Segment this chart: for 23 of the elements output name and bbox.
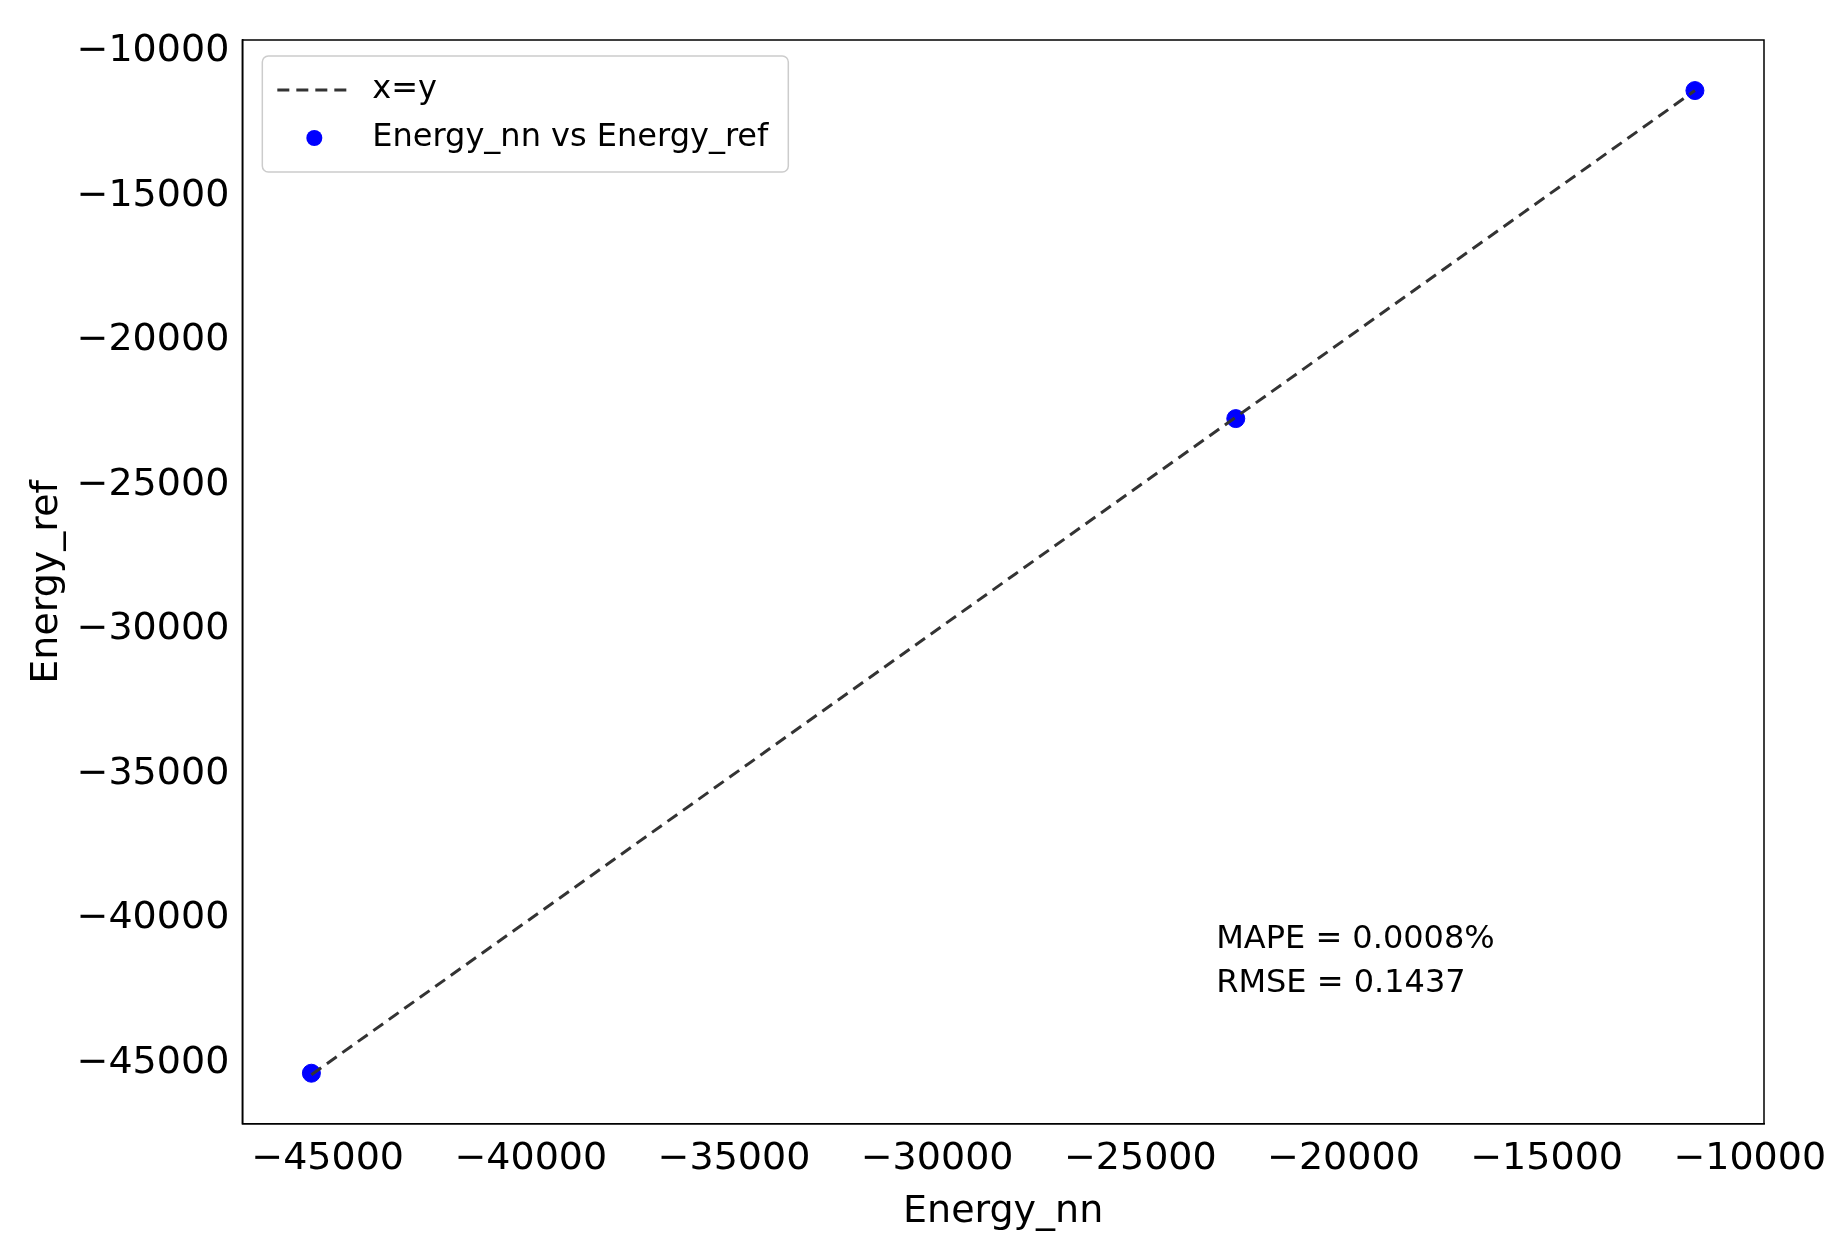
y-tick-label: −45000: [76, 1037, 230, 1082]
y-tick-label: −15000: [76, 170, 230, 215]
y-tick-label: −25000: [76, 459, 230, 504]
annotation: MAPE = 0.0008%: [1216, 917, 1495, 956]
y-tick-label: −40000: [76, 893, 230, 938]
x-tick-label: −20000: [1267, 1134, 1420, 1179]
y-axis-title: Energy_ref: [21, 478, 66, 684]
x-tick-label: −25000: [1063, 1134, 1217, 1179]
x-tick-label: −35000: [657, 1134, 811, 1179]
y-tick-label: −35000: [76, 748, 230, 793]
point: [1685, 81, 1705, 101]
legend-label: x=y: [372, 68, 438, 107]
y-tick-label: −30000: [76, 604, 230, 649]
y-tick-label: −10000: [76, 26, 230, 71]
x-tick-label: −10000: [1673, 1134, 1827, 1179]
x-tick-label: −30000: [860, 1134, 1014, 1179]
x-tick-label: −15000: [1470, 1134, 1623, 1179]
y-tick-label: −20000: [76, 315, 230, 360]
x-axis-title: Energy_nn: [903, 1187, 1104, 1232]
x-tick-label: −40000: [454, 1134, 608, 1179]
legend-label: Energy_nn vs Energy_ref: [372, 116, 770, 155]
annotation: RMSE = 0.1437: [1216, 961, 1466, 1000]
x-tick-label: −45000: [251, 1134, 405, 1179]
